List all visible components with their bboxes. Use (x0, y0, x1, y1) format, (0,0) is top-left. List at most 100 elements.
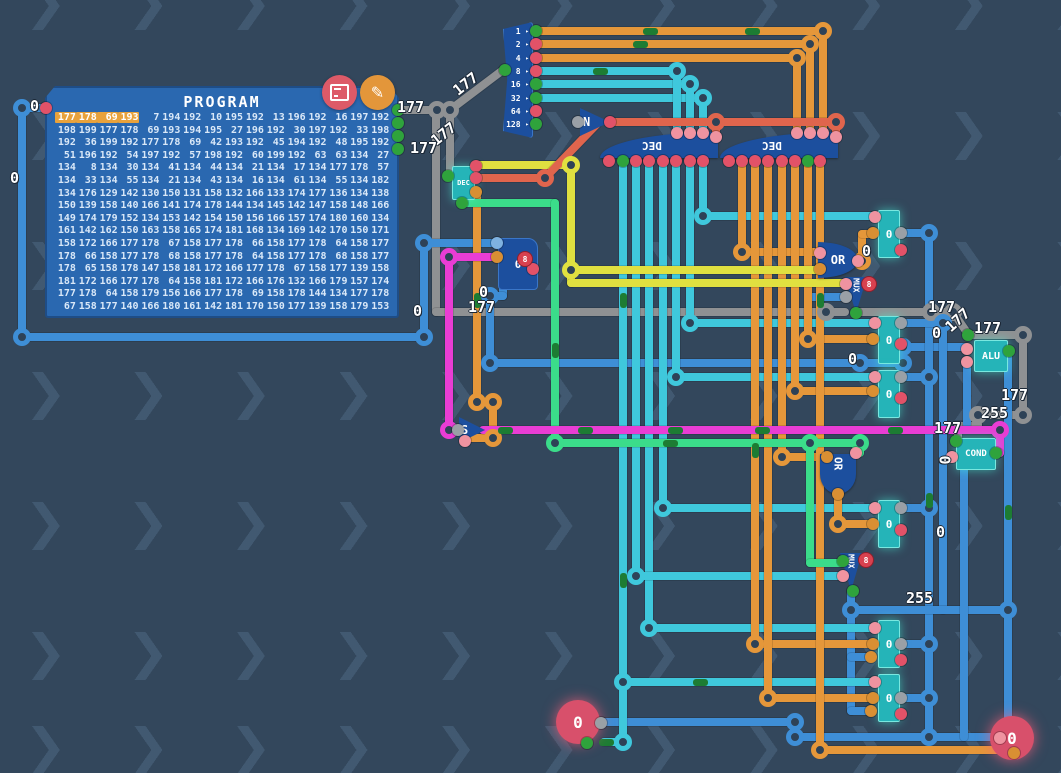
wire-junction[interactable] (801, 35, 819, 53)
wire[interactable] (806, 439, 814, 567)
wire[interactable] (672, 373, 878, 381)
wire[interactable] (751, 156, 759, 648)
program-memory-panel[interactable]: PROGRAM 177 178 69 193 7 194 192 10 195 192 13 196 1… (45, 86, 399, 318)
wire[interactable] (479, 426, 1004, 434)
port-dot[interactable] (895, 524, 907, 536)
wire-junction[interactable] (827, 113, 845, 131)
port-dot[interactable] (40, 102, 52, 114)
wire-junction[interactable] (440, 248, 458, 266)
port-dot[interactable] (470, 172, 482, 184)
wire[interactable] (472, 161, 575, 169)
wire[interactable] (778, 453, 828, 461)
wire[interactable] (567, 279, 849, 287)
wire[interactable] (897, 694, 933, 702)
wire[interactable] (806, 559, 845, 567)
wire-junction[interactable] (468, 393, 486, 411)
port-dot[interactable] (791, 127, 803, 139)
port-dot[interactable] (604, 116, 616, 128)
wire-junction[interactable] (920, 368, 938, 386)
port-dot[interactable] (895, 227, 907, 239)
wire[interactable] (804, 335, 876, 343)
port-dot[interactable] (867, 518, 879, 530)
wire-junction[interactable] (484, 393, 502, 411)
port-dot[interactable] (630, 155, 642, 167)
edit-button[interactable]: ✎ (360, 75, 395, 110)
wire[interactable] (445, 253, 501, 261)
wire[interactable] (18, 104, 26, 341)
port-dot[interactable] (895, 502, 907, 514)
wire[interactable] (597, 718, 799, 726)
port-dot[interactable] (749, 155, 761, 167)
wire-junction[interactable] (999, 601, 1017, 619)
wire-junction[interactable] (415, 234, 433, 252)
wire[interactable] (804, 156, 812, 343)
port-dot[interactable] (895, 638, 907, 650)
port-dot[interactable] (530, 65, 542, 77)
port-dot[interactable] (821, 451, 833, 463)
wire-junction[interactable] (1014, 406, 1032, 424)
port-dot[interactable] (867, 385, 879, 397)
port-dot[interactable] (895, 317, 907, 329)
wire[interactable] (738, 156, 746, 256)
wire[interactable] (464, 434, 497, 442)
port-dot[interactable] (869, 211, 881, 223)
wire-junction[interactable] (707, 113, 725, 131)
port-dot[interactable] (697, 155, 709, 167)
port-dot[interactable] (869, 371, 881, 383)
wire[interactable] (699, 212, 877, 220)
wire[interactable] (939, 319, 947, 614)
wire[interactable] (834, 520, 876, 528)
port-dot[interactable] (804, 127, 816, 139)
wire-junction[interactable] (991, 421, 1009, 439)
port-dot[interactable] (869, 502, 881, 514)
wire-junction[interactable] (842, 601, 860, 619)
wire[interactable] (567, 266, 822, 274)
wire[interactable] (632, 572, 845, 580)
wire-junction[interactable] (681, 314, 699, 332)
port-dot[interactable] (572, 116, 584, 128)
port-dot[interactable] (392, 117, 404, 129)
wire-junction[interactable] (484, 429, 502, 447)
port-dot[interactable] (491, 237, 503, 249)
wire-junction[interactable] (627, 567, 645, 585)
port-dot[interactable] (895, 371, 907, 383)
wire[interactable] (551, 199, 559, 447)
port-dot[interactable] (840, 278, 852, 290)
port-dot[interactable] (530, 105, 542, 117)
port-dot[interactable] (850, 447, 862, 459)
port-dot[interactable] (603, 155, 615, 167)
port-dot[interactable] (814, 247, 826, 259)
wire[interactable] (816, 746, 1018, 754)
wire-junction[interactable] (562, 156, 580, 174)
wire-junction[interactable] (829, 515, 847, 533)
output-component[interactable]: 0 (556, 700, 600, 744)
port-dot[interactable] (802, 155, 814, 167)
port-dot[interactable] (817, 127, 829, 139)
wire-junction[interactable] (640, 619, 658, 637)
port-dot[interactable] (895, 692, 907, 704)
port-dot[interactable] (990, 447, 1002, 459)
port-dot[interactable] (852, 255, 864, 267)
wire[interactable] (551, 439, 864, 447)
port-dot[interactable] (452, 424, 464, 436)
port-dot[interactable] (869, 622, 881, 634)
wire-junction[interactable] (481, 287, 499, 305)
port-dot[interactable] (840, 291, 852, 303)
port-dot[interactable] (470, 160, 482, 172)
wire-junction[interactable] (481, 354, 499, 372)
wire[interactable] (532, 40, 814, 48)
port-dot[interactable] (723, 155, 735, 167)
wire[interactable] (964, 331, 1027, 339)
port-dot[interactable] (895, 654, 907, 666)
wire[interactable] (960, 466, 968, 741)
wire-junction[interactable] (920, 224, 938, 242)
wire-junction[interactable] (614, 673, 632, 691)
wire-junction[interactable] (799, 330, 817, 348)
port-dot[interactable] (1008, 747, 1020, 759)
port-dot[interactable] (867, 227, 879, 239)
port-dot[interactable] (392, 104, 404, 116)
port-dot[interactable] (865, 705, 877, 717)
port-dot[interactable] (617, 155, 629, 167)
wire-junction[interactable] (562, 261, 580, 279)
